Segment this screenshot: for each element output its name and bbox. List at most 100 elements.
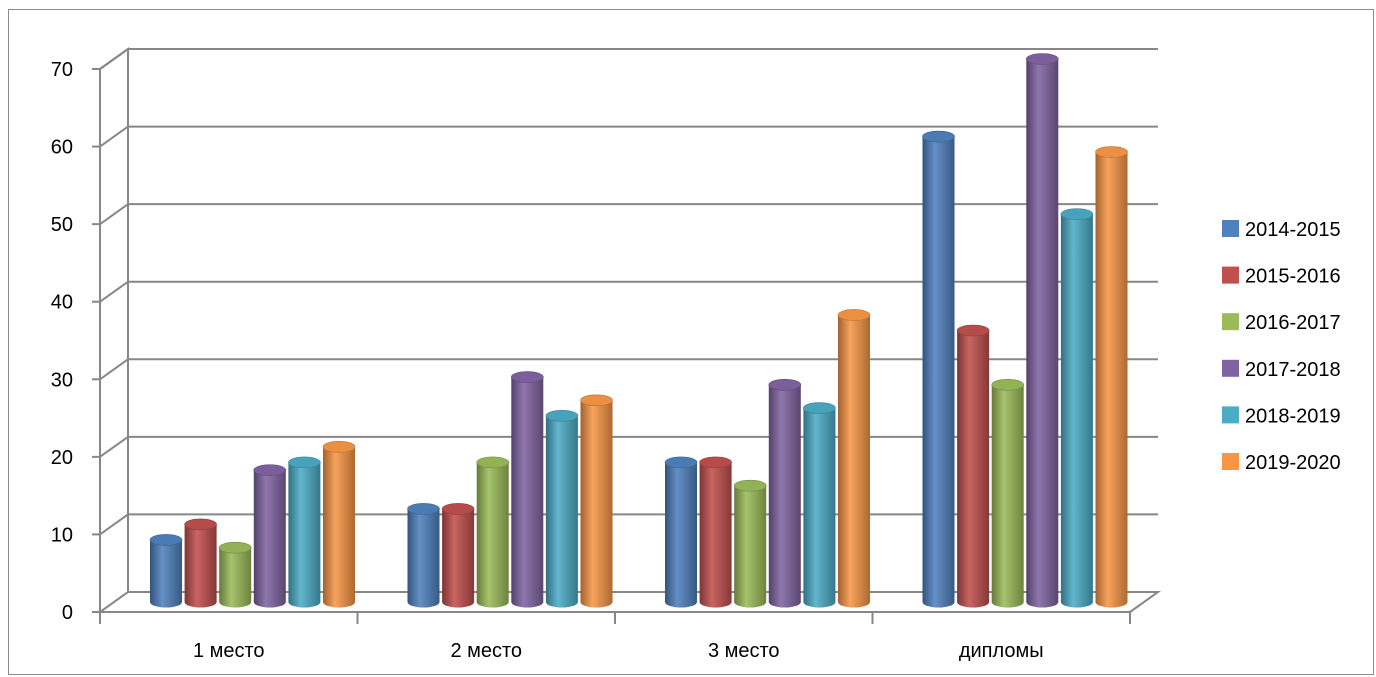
y-tick-label: 10: [51, 524, 73, 546]
legend-label: 2014-2015: [1245, 219, 1341, 241]
bar-top: [322, 441, 356, 453]
bar-body: [768, 384, 801, 608]
bar: [1026, 53, 1059, 608]
bar-top: [1060, 208, 1094, 220]
gridline: [99, 125, 1158, 148]
bar-top: [699, 456, 732, 469]
bar: [253, 464, 287, 608]
x-tick-label: дипломы: [959, 640, 1044, 662]
bar-body: [803, 408, 836, 608]
bar-top: [441, 503, 475, 515]
bar-body: [323, 446, 355, 608]
x-tick-label: 2 место: [450, 640, 522, 662]
bar: [476, 456, 510, 608]
x-tick-label: 1 место: [193, 640, 265, 662]
bar-body: [442, 508, 475, 608]
x-axis: 1 место 2 место 3 место дипломы: [99, 612, 1131, 662]
legend-swatch: [1222, 220, 1239, 237]
bar: [837, 309, 871, 608]
bar-body: [922, 136, 955, 608]
gridline: [99, 358, 1158, 381]
bar-body: [150, 539, 182, 608]
bar-body: [1095, 152, 1128, 608]
bar-top: [545, 410, 579, 422]
bar: [1095, 146, 1128, 608]
bar-body: [407, 508, 440, 608]
bar-body: [665, 462, 697, 608]
bar-top: [837, 309, 871, 321]
bar-top: [580, 394, 613, 407]
legend-label: 2017-2018: [1245, 359, 1341, 381]
legend-swatch: [1222, 406, 1239, 424]
bar-body: [253, 470, 286, 608]
y-axis-ticks: 0 10 20 30 40 50 60 70: [51, 59, 100, 624]
bar-top: [510, 371, 544, 383]
y-tick-label: 70: [51, 59, 73, 81]
legend-swatch: [1222, 266, 1239, 284]
bar-body: [1026, 59, 1059, 608]
bar-top: [922, 130, 955, 143]
bar-top: [218, 541, 252, 554]
bar: [322, 441, 356, 608]
legend-label: 2015-2016: [1245, 266, 1341, 288]
y-tick-label: 40: [51, 292, 73, 314]
gridline: [99, 48, 1158, 70]
bar-top: [991, 378, 1025, 391]
bar-top: [664, 456, 698, 469]
bar: [580, 394, 613, 608]
bar: [184, 518, 217, 608]
bars: [149, 53, 1128, 608]
bar-top: [253, 464, 287, 476]
bar-body: [699, 462, 732, 608]
bar-top: [184, 518, 217, 531]
bar-body: [511, 377, 544, 608]
bar-top: [768, 378, 802, 391]
bar: [956, 324, 990, 608]
y-tick-label: 30: [51, 369, 73, 391]
bar: [733, 479, 767, 608]
bar-top: [733, 479, 767, 492]
legend-label: 2019-2020: [1245, 452, 1341, 474]
y-tick-label: 50: [51, 214, 73, 236]
bar: [218, 541, 252, 608]
bar: [699, 456, 732, 608]
floor-edge: [99, 591, 1162, 613]
legend-label: 2018-2019: [1245, 405, 1341, 427]
legend-swatch: [1222, 453, 1239, 470]
y-tick-label: 20: [51, 447, 73, 469]
bar-top: [1026, 53, 1059, 65]
y-tick-label: 60: [51, 137, 73, 159]
legend: 2014-2015 2015-2016 2016-2017 2017-2018 2018…: [1222, 219, 1341, 474]
legend-label: 2016-2017: [1245, 312, 1341, 334]
bar-top: [476, 456, 510, 469]
bar: [407, 503, 440, 608]
bar-body: [838, 314, 870, 608]
bar: [288, 456, 321, 608]
bar: [441, 503, 475, 608]
bar-top: [1095, 146, 1128, 158]
bar: [149, 534, 183, 608]
bar: [768, 378, 802, 608]
y-tick-label: 0: [62, 602, 73, 624]
bar: [922, 130, 955, 608]
bar-body: [991, 384, 1024, 608]
bar-body: [476, 462, 509, 608]
bar: [664, 456, 698, 608]
bar-body: [580, 400, 613, 608]
bar-body: [219, 547, 252, 608]
bar-body: [184, 524, 217, 608]
legend-swatch: [1222, 359, 1239, 377]
bar-body: [288, 462, 321, 608]
bar: [803, 402, 836, 608]
bar-top: [149, 534, 183, 546]
bar: [545, 410, 579, 608]
bar-top: [407, 503, 440, 515]
bar-top: [803, 402, 836, 414]
bar-body: [1060, 214, 1093, 608]
bar: [991, 378, 1025, 608]
bar-body: [545, 415, 578, 608]
bar-top: [956, 324, 990, 337]
bar-top: [288, 456, 321, 469]
x-tick-label: 3 место: [708, 640, 780, 662]
